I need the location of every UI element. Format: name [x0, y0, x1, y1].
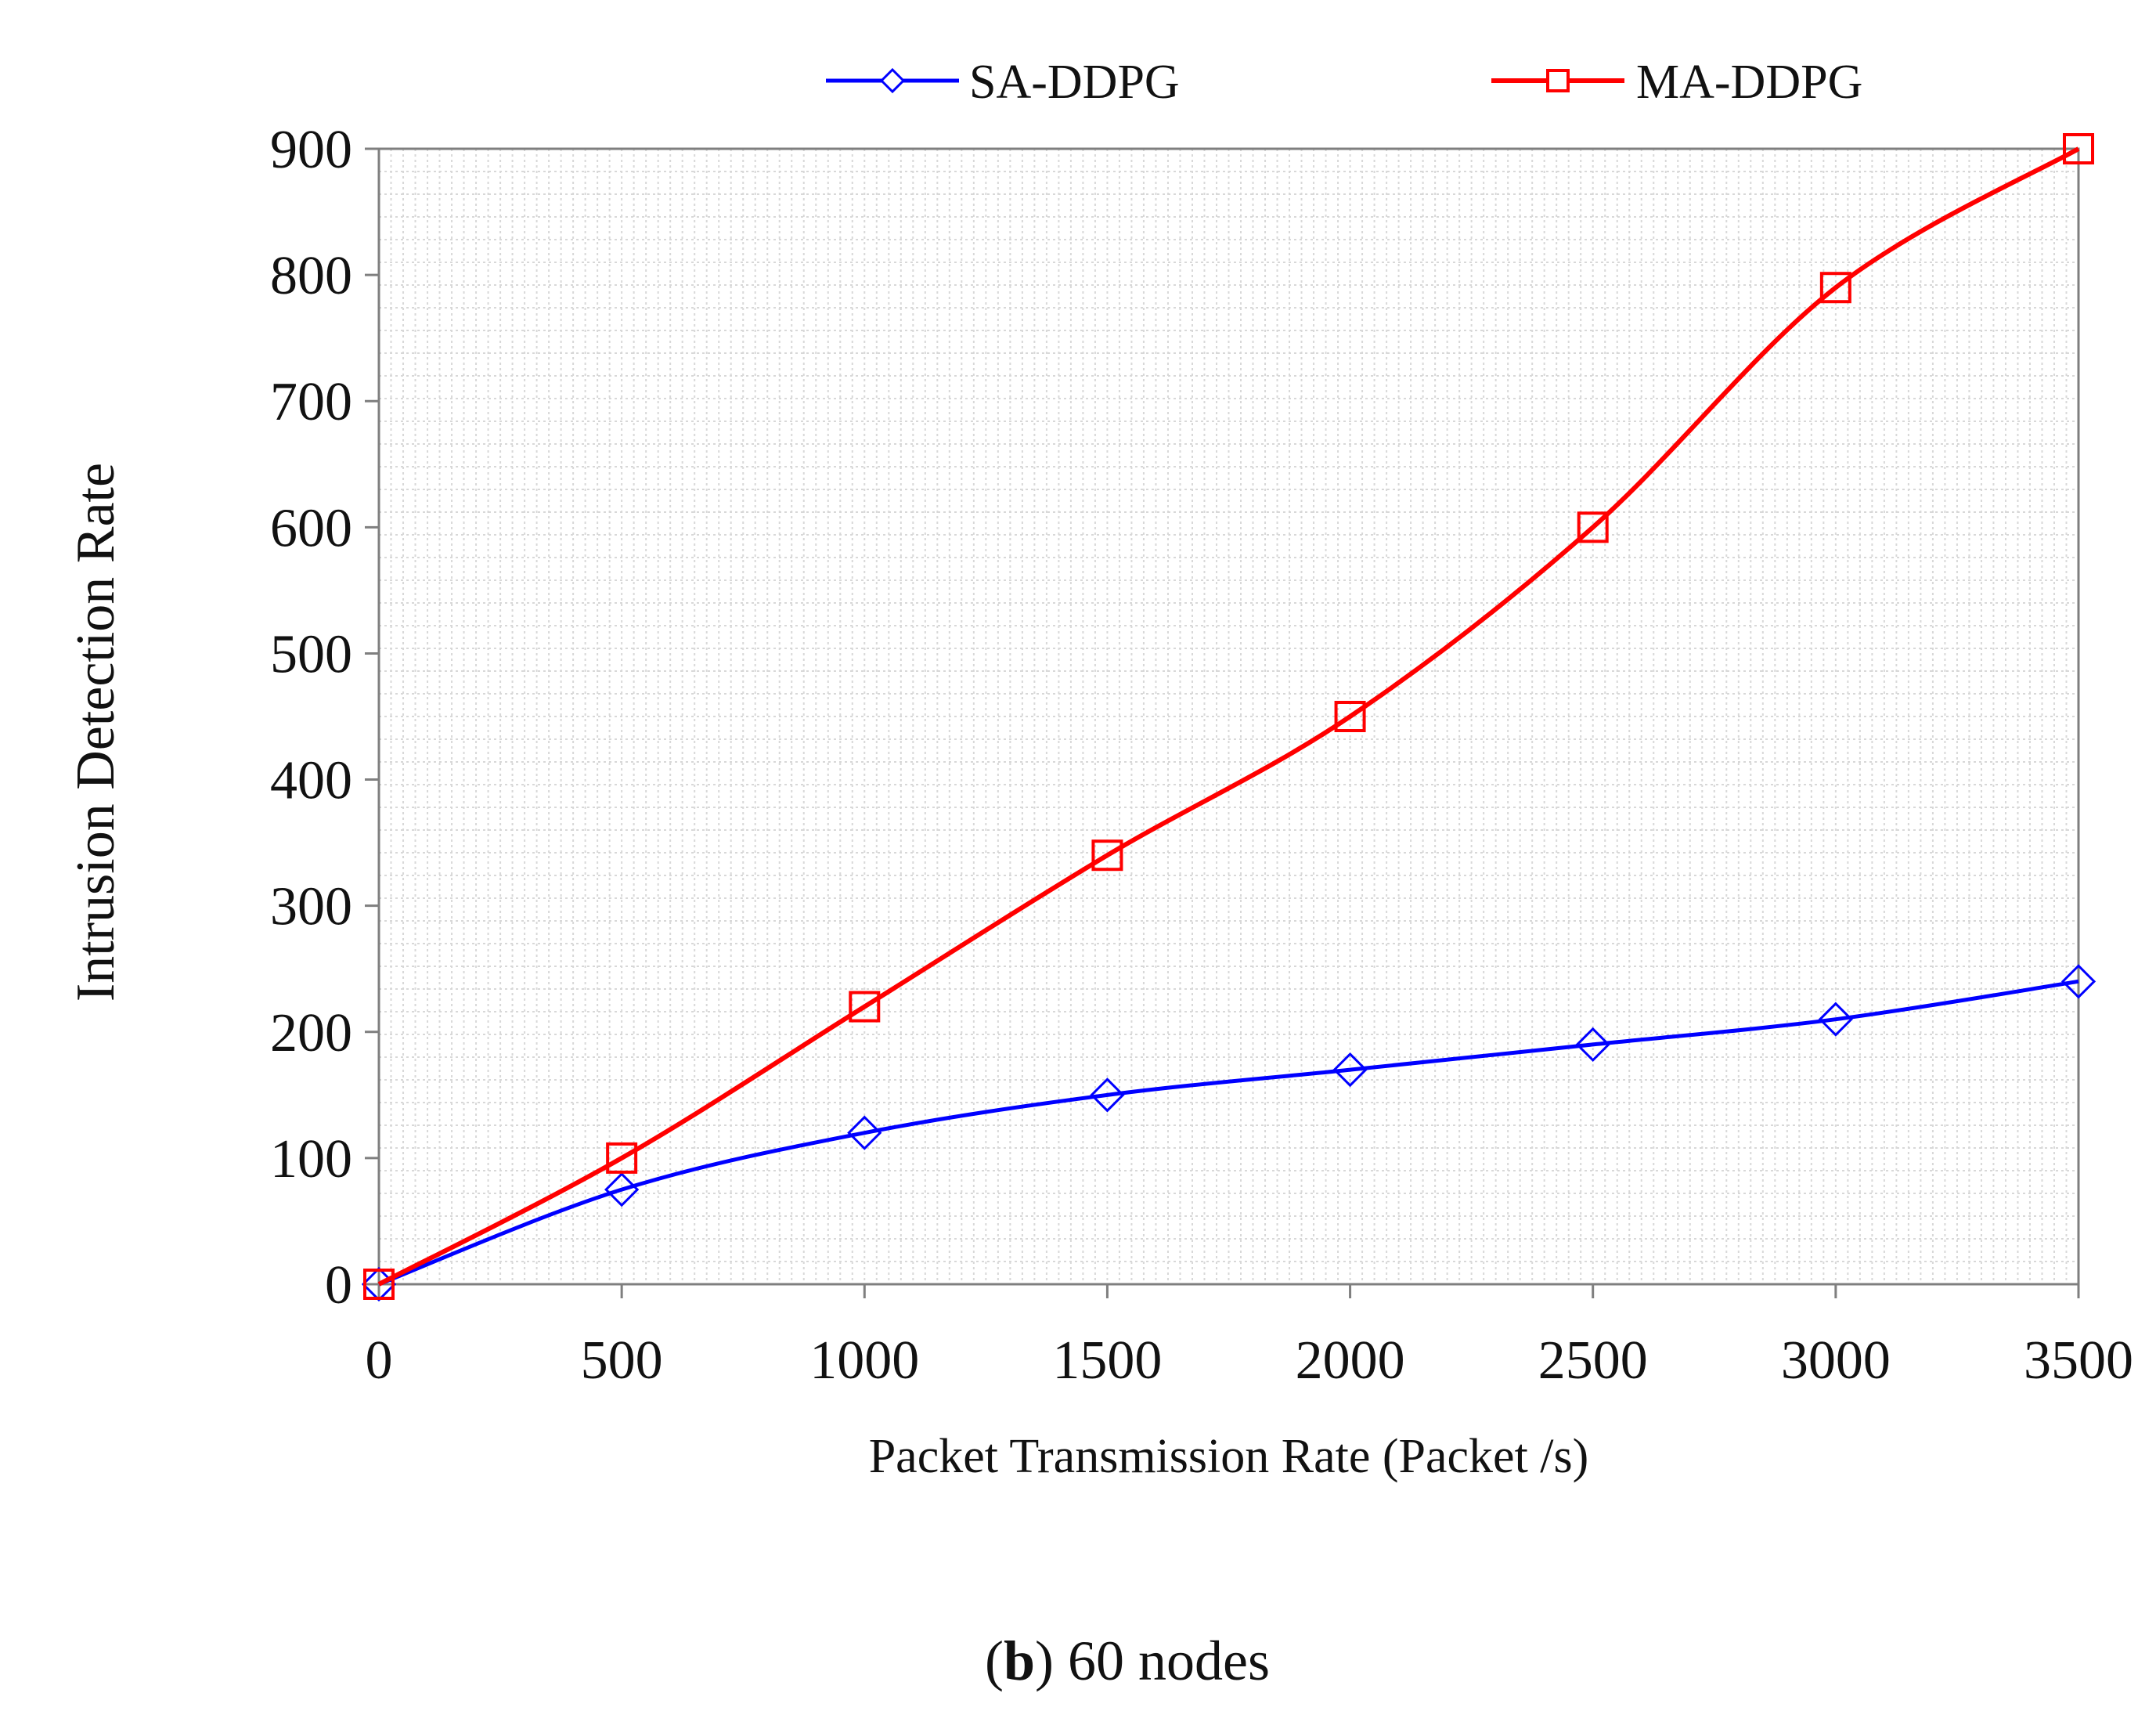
caption-letter: b [1003, 1630, 1036, 1692]
line-chart: 0 100 200 300 400 500 600 700 800 900 0 500 1000 1500… [66, 56, 2133, 1483]
sa-ddpg-point [1575, 1027, 1610, 1063]
sa-ddpg-point [1090, 1077, 1125, 1113]
y-axis: 0 100 200 300 400 500 600 700 800 900 [270, 120, 379, 1316]
ma-ddpg-point [1334, 701, 1366, 732]
ma-ddpg-point [1091, 839, 1123, 872]
sa-ddpg-line [378, 979, 2079, 1287]
legend-sa-ddpg-label: SA-DDPG [969, 56, 1180, 109]
y-tick-label: 500 [270, 624, 352, 684]
sa-ddpg-point [847, 1115, 882, 1150]
legend: SA-DDPG MA-DDPG [826, 56, 1862, 109]
ma-ddpg-point [606, 1142, 638, 1174]
sa-ddpg-point [604, 1172, 640, 1207]
x-axis: 0 500 1000 1500 2000 2500 3000 3500 [366, 1284, 2133, 1391]
y-tick-label: 400 [270, 751, 352, 811]
y-tick-label: 600 [270, 498, 352, 558]
x-tick-label: 500 [581, 1330, 663, 1391]
x-tick-label: 2500 [1538, 1330, 1648, 1391]
caption-text: 60 nodes [1054, 1630, 1270, 1692]
ma-ddpg-point [363, 1269, 395, 1300]
series-ma-ddpg [363, 133, 2094, 1300]
sa-ddpg-point [1818, 1002, 1853, 1037]
x-tick-label: 3500 [2024, 1330, 2133, 1391]
x-tick-label: 1500 [1052, 1330, 1162, 1391]
ma-ddpg-point [1577, 511, 1609, 543]
y-tick-label: 100 [270, 1129, 352, 1189]
series-sa-ddpg [361, 964, 2097, 1302]
x-tick-label: 2000 [1296, 1330, 1405, 1391]
plot-border [377, 147, 2080, 1286]
y-tick-label: 200 [270, 1003, 352, 1063]
legend-sa-ddpg-marker [879, 67, 906, 94]
ma-ddpg-line [377, 146, 2080, 1287]
x-axis-title: Packet Transmission Rate (Packet /s) [869, 1430, 1589, 1483]
y-tick-label: 300 [270, 877, 352, 937]
y-tick-label: 900 [270, 120, 352, 180]
sa-ddpg-point [1332, 1052, 1368, 1088]
ma-ddpg-point [849, 991, 881, 1023]
ma-ddpg-point [1819, 272, 1851, 304]
figure-caption: (b) 60 nodes [985, 1630, 1270, 1692]
x-tick-label: 0 [366, 1330, 393, 1391]
legend-ma-ddpg-marker [1546, 69, 1570, 92]
x-tick-label: 3000 [1781, 1330, 1891, 1391]
legend-ma-ddpg-label: MA-DDPG [1636, 56, 1862, 109]
y-tick-label: 0 [325, 1255, 352, 1316]
y-tick-label: 700 [270, 372, 352, 432]
x-tick-label: 1000 [809, 1330, 919, 1391]
ma-ddpg-point [2063, 133, 2094, 164]
y-tick-label: 800 [270, 246, 352, 306]
sa-ddpg-point [2060, 964, 2097, 999]
y-axis-title: Intrusion Detection Rate [66, 463, 126, 1002]
